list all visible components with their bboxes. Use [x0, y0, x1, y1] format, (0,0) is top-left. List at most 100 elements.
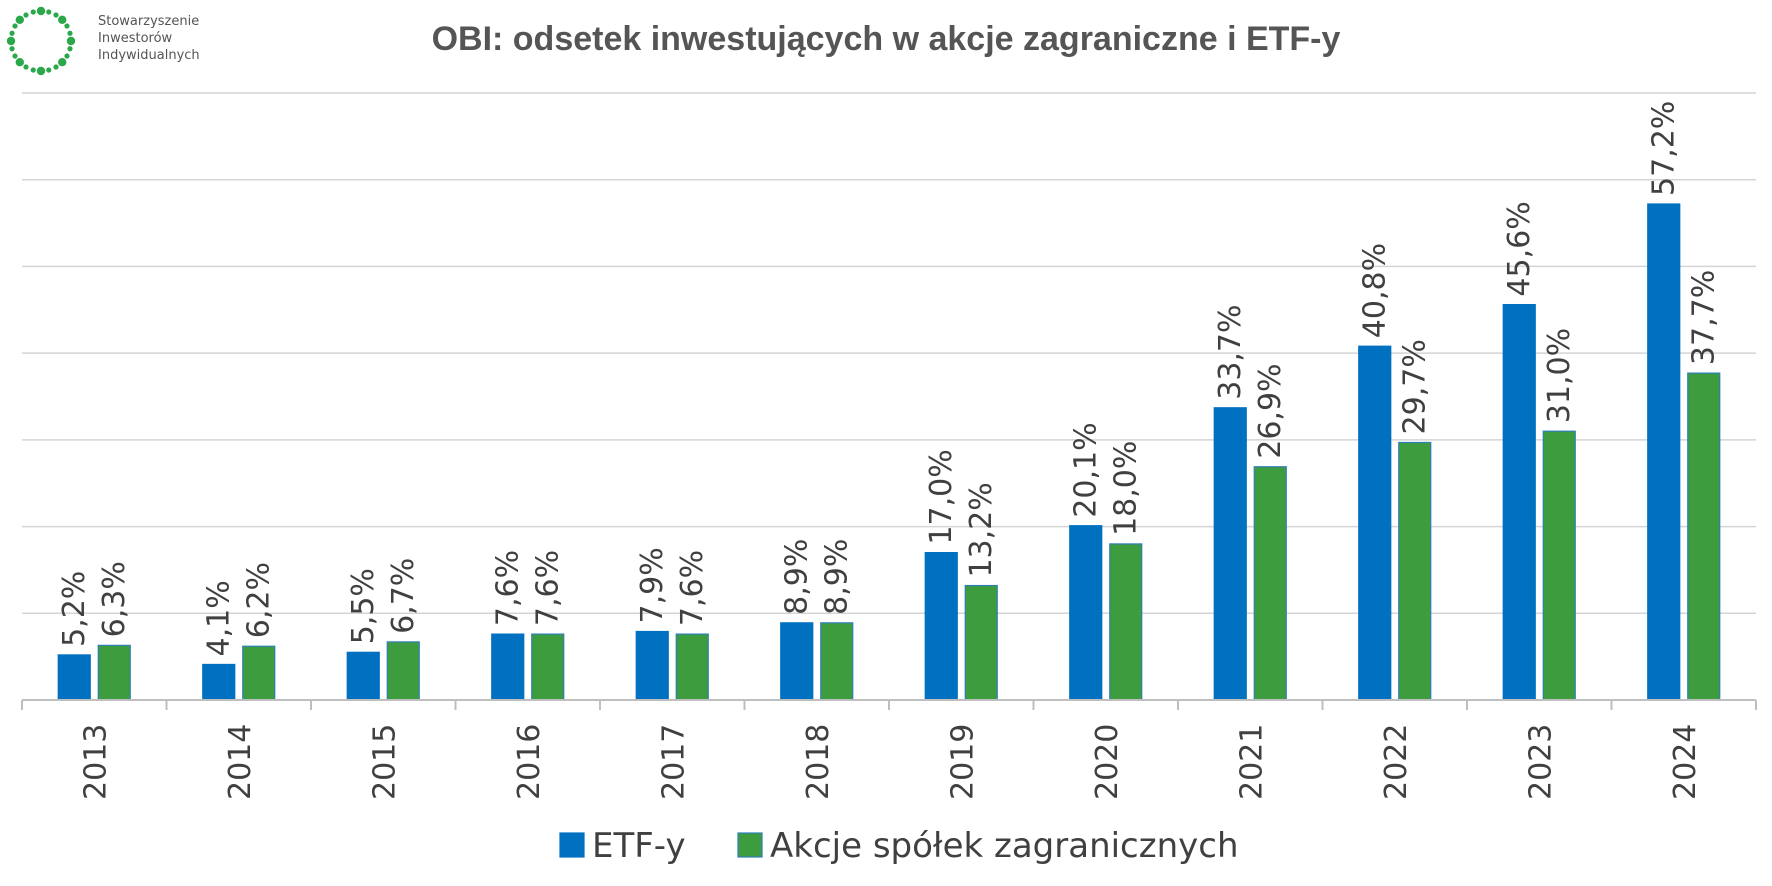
logo-dot [9, 46, 15, 52]
bar-etf-2021 [1213, 407, 1247, 701]
value-label: 40,8% [1358, 243, 1393, 338]
bar-akcje-2014 [242, 645, 276, 701]
bar-akcje-2018 [820, 622, 854, 701]
bar-akcje-2013 [97, 644, 131, 701]
bar-akcje-2019 [964, 584, 998, 701]
value-labels: 5,2% 6,3% 4,1% 6,2% 5,5% 6,7% 7,6% 7,6% 7,9% 7,6%… [57, 101, 1722, 657]
logo-dot [30, 9, 36, 15]
legend-swatch [559, 832, 585, 858]
logo-dot [64, 53, 70, 59]
bar-etf-2017 [635, 630, 669, 701]
value-label: 13,2% [964, 482, 999, 577]
gridlines [22, 92, 1756, 615]
value-label: 6,2% [242, 562, 277, 638]
logo-ring-icon [6, 6, 76, 76]
x-tick-label: 2018 [801, 724, 836, 800]
chart-title: OBI: odsetek inwestujących w akcje zagra… [431, 20, 1341, 58]
bars [57, 203, 1721, 701]
bar-akcje-2024 [1687, 372, 1721, 701]
logo-dot [46, 67, 52, 73]
logo-dot [15, 58, 24, 67]
x-tick-label: 2017 [656, 724, 691, 800]
bar-etf-2016 [491, 633, 525, 701]
logo-dot [46, 9, 52, 15]
x-tick-label: 2023 [1523, 724, 1558, 800]
value-label: 20,1% [1069, 422, 1104, 517]
bar-etf-2024 [1647, 203, 1681, 701]
value-label: 29,7% [1398, 339, 1433, 434]
logo-dot [30, 67, 36, 73]
logo-text-line-3: Indywidualnych [98, 48, 200, 63]
logo-dot [67, 46, 73, 52]
bar-akcje-2015 [386, 641, 420, 701]
logo-dot [36, 6, 46, 16]
x-tick-label: 2021 [1234, 724, 1269, 800]
bar-etf-2023 [1502, 303, 1536, 701]
x-tick-label: 2016 [512, 724, 547, 800]
logo-dot [6, 36, 16, 46]
value-label: 7,6% [531, 550, 566, 626]
value-label: 5,2% [57, 571, 92, 647]
value-label: 37,7% [1687, 270, 1722, 365]
value-label: 7,9% [635, 547, 670, 623]
value-label: 8,9% [820, 539, 855, 615]
x-tick-label: 2014 [223, 724, 258, 800]
legend-label: ETF-y [592, 826, 686, 866]
bar-akcje-2016 [531, 633, 565, 701]
logo-dot [12, 23, 18, 29]
value-label: 6,7% [386, 558, 421, 634]
x-tick-label: 2020 [1090, 724, 1125, 800]
logo-dot [15, 15, 24, 24]
bar-etf-2022 [1358, 345, 1392, 701]
bar-etf-2019 [924, 551, 958, 701]
value-label: 33,7% [1213, 304, 1248, 399]
value-label: 18,0% [1109, 441, 1144, 536]
value-label: 7,6% [491, 550, 526, 626]
logo-text-line-2: Inwestorów [98, 31, 173, 46]
value-label: 7,6% [675, 550, 710, 626]
value-label: 26,9% [1253, 363, 1288, 458]
logo-dot [66, 36, 76, 46]
value-label: 31,0% [1542, 328, 1577, 423]
x-axis: 2013 2014 2015 2016 2017 2018 2019 2020 2021 2022… [21, 699, 1757, 800]
bar-akcje-2020 [1109, 543, 1143, 701]
value-label: 6,3% [97, 561, 132, 637]
logo-dot [67, 30, 73, 36]
logo [6, 6, 76, 76]
logo-dot [23, 12, 29, 18]
value-label: 45,6% [1502, 201, 1537, 296]
bar-etf-2013 [57, 654, 91, 701]
value-label: 8,9% [780, 539, 815, 615]
logo-dot [23, 64, 29, 70]
bar-etf-2020 [1069, 525, 1103, 701]
logo-dot [53, 12, 59, 18]
x-tick-label: 2013 [78, 724, 113, 800]
value-label: 4,1% [202, 580, 237, 656]
x-tick-label: 2015 [367, 724, 402, 800]
bar-etf-2015 [346, 651, 380, 701]
logo-dot [64, 23, 70, 29]
bar-akcje-2023 [1542, 430, 1576, 701]
legend-label: Akcje spółek zagranicznych [770, 826, 1239, 866]
x-tick-label: 2019 [945, 724, 980, 800]
value-label: 57,2% [1647, 101, 1682, 196]
x-tick-label: 2022 [1379, 724, 1414, 800]
logo-dot [9, 30, 15, 36]
logo-dot [53, 64, 59, 70]
logo-dot [12, 53, 18, 59]
bar-akcje-2022 [1398, 441, 1432, 701]
bar-akcje-2021 [1253, 466, 1287, 701]
x-tick-label: 2024 [1668, 724, 1703, 800]
logo-text-line-1: Stowarzyszenie [98, 14, 200, 29]
bar-etf-2014 [202, 663, 236, 701]
bar-akcje-2017 [675, 633, 709, 701]
logo-dot [58, 58, 67, 67]
bar-etf-2018 [780, 622, 814, 701]
logo-dot [36, 66, 46, 76]
legend: ETF-y Akcje spółek zagranicznych [559, 826, 1239, 866]
value-label: 5,5% [346, 568, 381, 644]
legend-swatch [737, 832, 763, 858]
value-label: 17,0% [924, 449, 959, 544]
logo-dot [58, 15, 67, 24]
